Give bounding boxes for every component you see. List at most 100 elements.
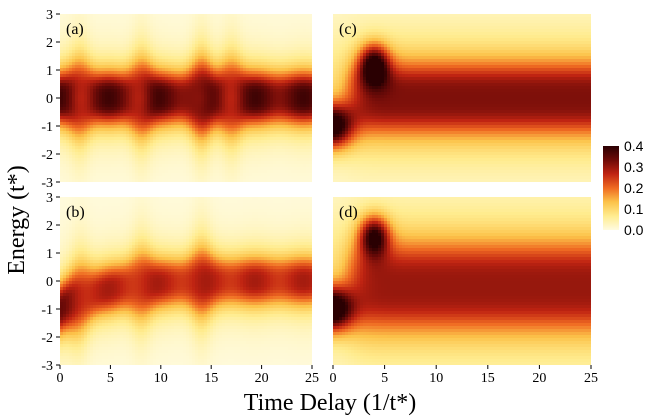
heatmap-cell	[111, 167, 115, 171]
heatmap-cell	[219, 29, 223, 33]
heatmap-cell	[228, 38, 232, 42]
heatmap-cell	[174, 152, 178, 156]
heatmap-cell	[72, 266, 76, 270]
heatmap-cell	[114, 110, 118, 114]
heatmap-cell	[126, 170, 130, 174]
heatmap-cell	[192, 35, 196, 39]
heatmap-cell	[261, 71, 265, 75]
heatmap-cell	[69, 350, 73, 354]
heatmap-cell	[204, 119, 208, 123]
heatmap-cell	[120, 38, 124, 42]
heatmap-cell	[108, 116, 112, 120]
heatmap-cell	[159, 176, 163, 180]
heatmap-cell	[111, 101, 115, 105]
heatmap-cell	[147, 122, 151, 126]
heatmap-cell	[138, 119, 142, 123]
heatmap-cell	[75, 62, 79, 66]
heatmap-cell	[177, 32, 181, 36]
heatmap-cell	[297, 155, 301, 159]
heatmap-cell	[150, 56, 154, 60]
heatmap-cell	[183, 20, 187, 24]
heatmap-cell	[192, 68, 196, 72]
heatmap-cell	[93, 125, 97, 129]
heatmap-cell	[210, 104, 214, 108]
heatmap-cell	[264, 113, 268, 117]
heatmap-cell	[288, 26, 292, 30]
heatmap-cell	[291, 41, 295, 45]
heatmap-cell	[309, 101, 312, 105]
heatmap-cell	[237, 143, 241, 147]
heatmap-cell	[63, 272, 67, 276]
heatmap-cell	[249, 50, 253, 54]
heatmap-cell	[213, 35, 217, 39]
heatmap-cell	[84, 128, 88, 132]
heatmap-cell	[267, 116, 271, 120]
heatmap-cell	[297, 134, 301, 138]
heatmap-cell	[84, 77, 88, 81]
heatmap-cell	[114, 26, 118, 30]
heatmap-cell	[132, 29, 136, 33]
heatmap-cell	[126, 155, 130, 159]
heatmap-cell	[93, 74, 97, 78]
heatmap-cell	[195, 164, 199, 168]
heatmap-cell	[255, 104, 259, 108]
heatmap-cell	[171, 149, 175, 153]
heatmap-cell	[81, 44, 85, 48]
heatmap-cell	[99, 77, 103, 81]
heatmap-cell	[60, 287, 64, 291]
heatmap-cell	[204, 128, 208, 132]
heatmap-cell	[249, 149, 253, 153]
heatmap-cell	[243, 26, 247, 30]
heatmap-cell	[99, 32, 103, 36]
heatmap-cell	[72, 71, 76, 75]
heatmap-cell	[255, 74, 259, 78]
heatmap-cell	[87, 125, 91, 129]
heatmap-cell	[237, 95, 241, 99]
heatmap-cell	[129, 74, 133, 78]
heatmap-cell	[147, 53, 151, 57]
heatmap-cell	[138, 41, 142, 45]
heatmap-cell	[84, 122, 88, 126]
heatmap-cell	[201, 89, 205, 93]
heatmap-cell	[171, 47, 175, 51]
heatmap-cell	[279, 113, 283, 117]
heatmap-cell	[246, 92, 250, 96]
heatmap-cell	[300, 137, 304, 141]
heatmap-cell	[153, 83, 157, 87]
heatmap-cell	[288, 152, 292, 156]
heatmap-cell	[72, 263, 76, 267]
heatmap-cell	[192, 122, 196, 126]
heatmap-cell	[123, 101, 127, 105]
heatmap-cell	[105, 140, 109, 144]
heatmap-cell	[147, 131, 151, 135]
heatmap-cell	[138, 53, 142, 57]
heatmap-cell	[309, 41, 312, 45]
heatmap-cell	[258, 134, 262, 138]
heatmap-cell	[273, 131, 277, 135]
heatmap-cell	[105, 137, 109, 141]
heatmap-cell	[309, 59, 312, 63]
heatmap-cell	[78, 74, 82, 78]
heatmap-cell	[213, 161, 217, 165]
heatmap-cell	[177, 128, 181, 132]
heatmap-cell	[234, 32, 238, 36]
heatmap-cell	[267, 92, 271, 96]
heatmap-cell	[216, 14, 220, 18]
heatmap-cell	[222, 71, 226, 75]
heatmap-cell	[171, 134, 175, 138]
heatmap-cell	[276, 86, 280, 90]
heatmap-cell	[291, 47, 295, 51]
heatmap-cell	[171, 101, 175, 105]
heatmap-cell	[72, 272, 76, 276]
heatmap-cell	[231, 101, 235, 105]
heatmap-cell	[165, 122, 169, 126]
heatmap-cell	[207, 14, 211, 18]
heatmap-cell	[108, 173, 112, 177]
heatmap-cell	[108, 26, 112, 30]
heatmap-cell	[150, 137, 154, 141]
heatmap-cell	[171, 146, 175, 150]
heatmap-cell	[273, 38, 277, 42]
heatmap-cell	[123, 98, 127, 102]
heatmap-cell	[114, 107, 118, 111]
heatmap-cell	[60, 101, 64, 105]
